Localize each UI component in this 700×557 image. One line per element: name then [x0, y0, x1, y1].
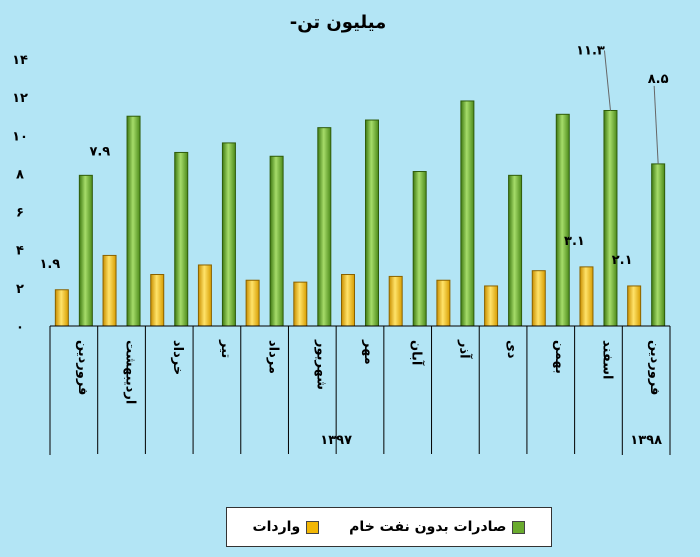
x-category-label: فروردین: [75, 340, 90, 395]
legend-swatch-exports: [512, 520, 526, 534]
bar-exports: [603, 109, 618, 327]
x-category-label: بهمن: [552, 340, 567, 374]
y-tick-label: ۸: [16, 167, 24, 182]
bar-exports: [555, 113, 570, 327]
x-category-label: شهریور: [313, 339, 328, 390]
bar-exports: [460, 100, 475, 327]
y-tick-label: ۰: [16, 320, 24, 335]
bar-exports: [317, 127, 332, 327]
bar-imports: [531, 270, 546, 327]
bar-imports: [341, 274, 355, 327]
bar-imports: [436, 279, 451, 327]
bar-imports: [293, 281, 308, 327]
legend-swatch-imports: [306, 520, 320, 534]
legend-label-exports: صادرات بدون نفت خام: [349, 519, 507, 535]
y-tick-label: ۱۴: [12, 53, 28, 68]
bar-imports: [150, 274, 165, 327]
y-tick-label: ۱۲: [12, 91, 28, 106]
x-category-label: مرداد: [266, 340, 281, 374]
legend-item-exports: صادرات بدون نفت خام: [349, 519, 526, 535]
chart-legend: صادرات بدون نفت خام واردات: [226, 507, 552, 547]
x-category-label: فروردین: [647, 340, 662, 395]
x-group-label: ۱۳۹۸: [630, 433, 662, 448]
data-label: ۷.۹: [89, 144, 110, 159]
x-category-label: آبان: [409, 340, 426, 366]
bar-exports: [651, 163, 666, 327]
bar-imports: [102, 254, 117, 327]
data-label: ۳.۱: [564, 234, 585, 249]
chart-title: -میلیون تن: [290, 12, 387, 33]
leader-line: [603, 50, 611, 111]
bar-imports: [197, 264, 212, 327]
legend-item-imports: واردات: [253, 519, 320, 535]
data-label: ۱۱.۳: [576, 43, 605, 58]
x-category-label: اردیبهشت: [123, 340, 138, 404]
y-tick-label: ۱۰: [12, 129, 28, 144]
bar-exports: [508, 174, 523, 327]
legend-label-imports: واردات: [252, 519, 301, 535]
bar-exports: [365, 119, 379, 327]
bar-imports: [245, 279, 260, 327]
y-tick-label: ۶: [16, 206, 24, 221]
bar-exports: [174, 151, 189, 327]
bar-imports: [388, 275, 403, 327]
leader-line: [653, 85, 659, 164]
x-category-label: تیر: [218, 339, 233, 358]
data-label: ۲.۱: [612, 253, 633, 268]
data-label: ۱.۹: [39, 257, 60, 272]
bar-imports: [484, 285, 499, 327]
y-tick-label: ۴: [16, 244, 24, 259]
bar-exports: [269, 155, 284, 327]
x-category-label: دی: [504, 340, 519, 359]
x-group-label: ۱۳۹۷: [320, 433, 352, 448]
data-label: ۸.۵: [648, 72, 669, 87]
x-category-label: خرداد: [170, 340, 185, 375]
bar-imports: [627, 285, 642, 327]
bar-exports: [221, 142, 236, 327]
bar-exports: [412, 171, 427, 327]
x-category-label: اسفند: [599, 340, 614, 379]
x-category-label: مهر: [361, 339, 376, 365]
bar-exports: [78, 174, 93, 327]
x-category-label: آذر: [456, 339, 473, 359]
bar-exports: [126, 115, 141, 327]
bar-imports: [54, 289, 69, 327]
y-tick-label: ۲: [16, 282, 24, 297]
bar-imports: [579, 266, 594, 327]
